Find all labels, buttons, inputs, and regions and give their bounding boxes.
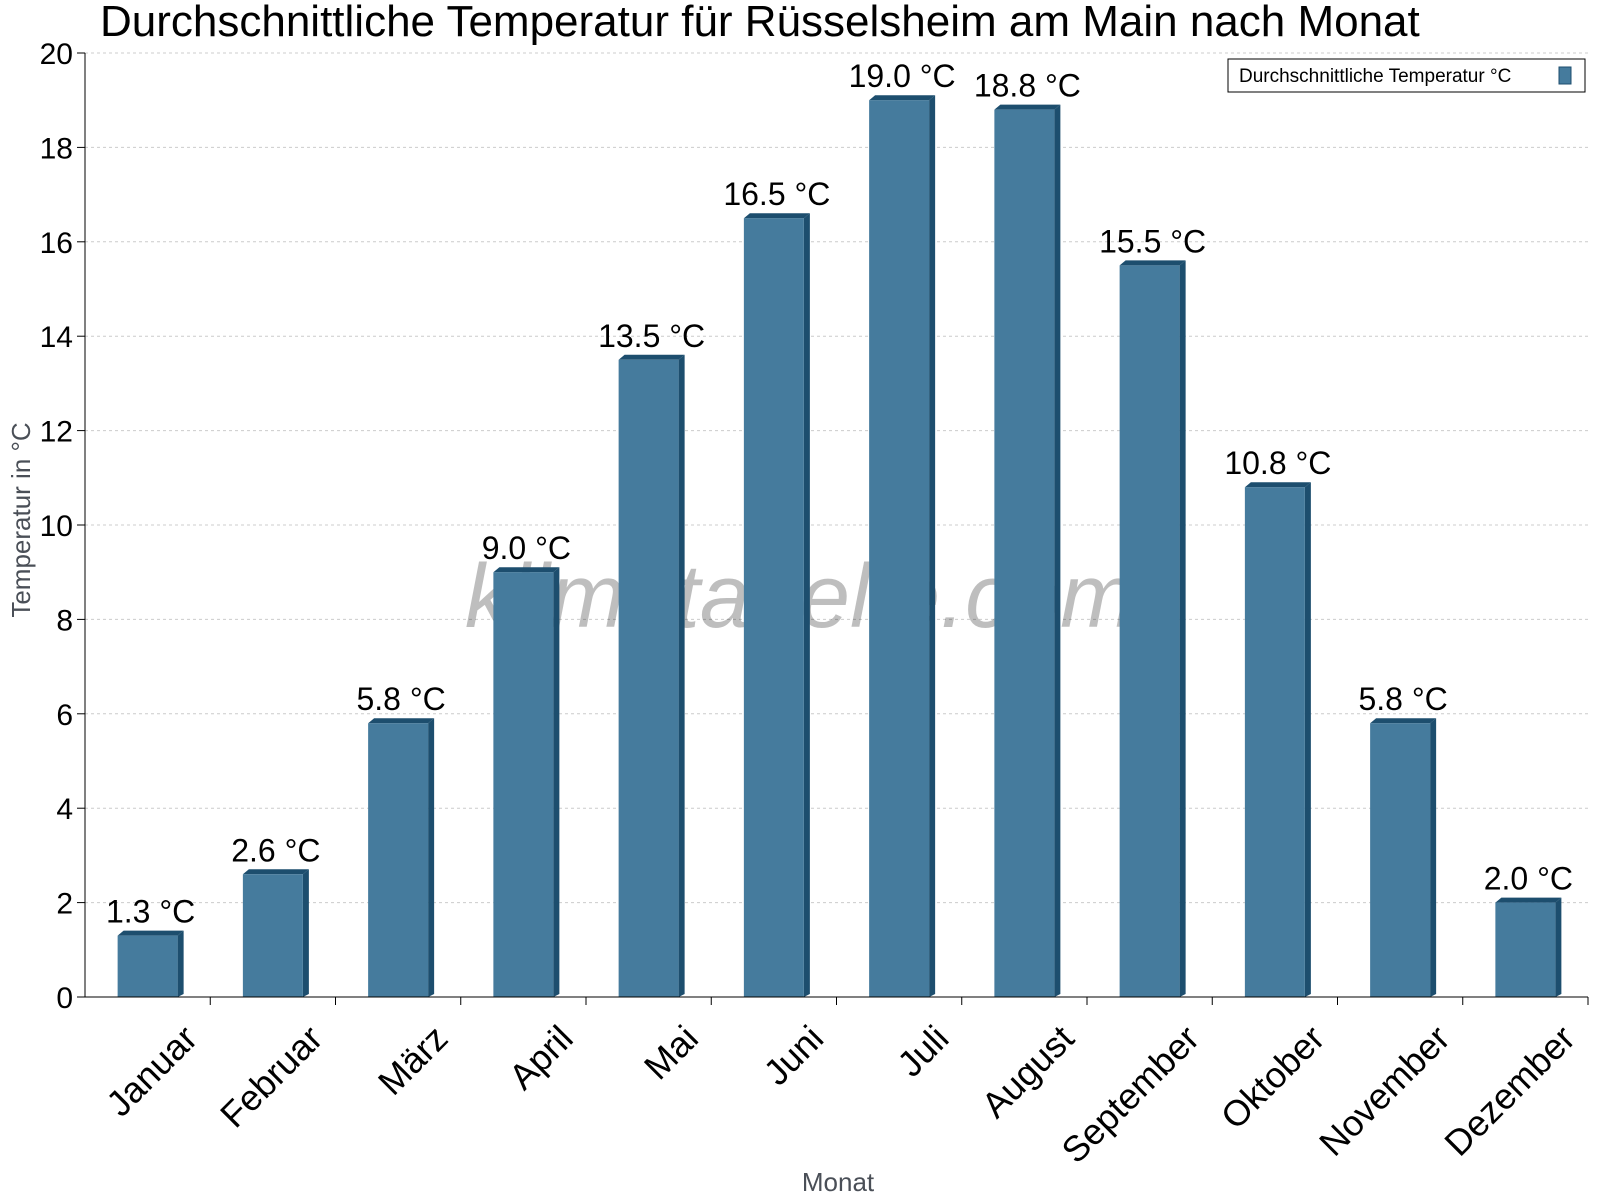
bar-side <box>678 354 685 997</box>
bar-value-label: 19.0 °C <box>849 58 956 94</box>
bar-side <box>1555 897 1562 997</box>
x-tick-label: April <box>501 1017 581 1097</box>
y-tick-label: 10 <box>40 510 73 543</box>
x-tick-label: Dezember <box>1436 1017 1582 1163</box>
bar-oktober <box>1244 487 1305 997</box>
bar-top <box>1495 897 1562 903</box>
bar-april <box>493 572 554 997</box>
legend: Durchschnittliche Temperatur °C <box>1227 58 1586 93</box>
bar-side <box>929 95 936 997</box>
bar-september <box>1119 265 1180 997</box>
bar-januar <box>117 935 178 997</box>
bar-side <box>1054 104 1061 997</box>
bar-side <box>177 930 184 997</box>
bar-value-label: 9.0 °C <box>482 530 571 566</box>
x-tick-label: November <box>1311 1017 1457 1163</box>
bar-value-label: 1.3 °C <box>106 894 195 930</box>
bar-august <box>994 109 1055 997</box>
bar-value-label: 5.8 °C <box>356 681 445 717</box>
bar-top <box>493 567 560 573</box>
y-tick-label: 18 <box>40 132 73 165</box>
x-tick-label: Juni <box>756 1017 832 1093</box>
bar-top <box>117 930 184 936</box>
x-tick-label: August <box>973 1017 1081 1125</box>
bar-juli <box>869 100 930 997</box>
bar-top <box>1244 482 1311 488</box>
bar-side <box>1179 260 1186 997</box>
bar-top <box>368 718 435 724</box>
bar-value-label: 15.5 °C <box>1099 223 1206 259</box>
bar-top <box>618 354 685 360</box>
x-tick-label: Mai <box>636 1017 706 1087</box>
y-tick-label: 20 <box>40 38 73 71</box>
bar-top <box>242 869 309 875</box>
bar-side <box>553 567 560 997</box>
y-tick-label: 14 <box>40 321 73 354</box>
bar-side <box>302 869 309 997</box>
bars: 1.3 °C 2.6 °C 5.8 °C 9.0 °C 13.5 °C 16.5 °C 19… <box>106 58 1573 997</box>
bar-märz <box>368 723 429 997</box>
x-axis-title: Monat <box>802 1167 875 1197</box>
gridlines <box>85 52 1588 904</box>
y-tick-label: 6 <box>56 699 73 732</box>
bar-juni <box>743 218 804 997</box>
bar-dezember <box>1495 902 1556 997</box>
legend-box <box>1227 58 1586 93</box>
legend-swatch <box>1558 66 1572 85</box>
bar-side <box>803 213 810 997</box>
y-tick-label: 4 <box>56 793 73 826</box>
bar-value-label: 2.6 °C <box>231 832 320 868</box>
bar-side <box>1430 718 1437 997</box>
bar-value-label: 10.8 °C <box>1224 445 1331 481</box>
bar-value-label: 13.5 °C <box>598 318 705 354</box>
bar-value-label: 18.8 °C <box>974 68 1081 104</box>
bar-november <box>1370 723 1431 997</box>
bar-value-label: 5.8 °C <box>1358 681 1447 717</box>
y-tick-label: 16 <box>40 227 73 260</box>
x-tick-label: Juli <box>889 1017 956 1084</box>
bar-value-label: 16.5 °C <box>723 176 830 212</box>
bar-februar <box>242 874 303 997</box>
bar-top <box>1119 260 1186 266</box>
legend-label: Durchschnittliche Temperatur °C <box>1239 66 1511 87</box>
bar-top <box>994 104 1061 110</box>
bar-side <box>428 718 435 997</box>
x-tick-label: Februar <box>212 1017 330 1135</box>
x-tick-label: Januar <box>98 1017 205 1124</box>
bar-top <box>743 213 810 219</box>
x-tick-label: Oktober <box>1213 1017 1333 1137</box>
x-tick-label: September <box>1053 1017 1207 1171</box>
chart-title: Durchschnittliche Temperatur für Rüssels… <box>100 0 1420 46</box>
bar-top <box>869 95 936 101</box>
y-tick-label: 2 <box>56 888 73 921</box>
y-axis-title: Temperatur in °C <box>6 422 36 617</box>
y-tick-label: 0 <box>56 982 73 1015</box>
bar-value-label: 2.0 °C <box>1484 861 1573 897</box>
x-tick-label: März <box>370 1017 456 1103</box>
y-tick-label: 12 <box>40 416 73 449</box>
bar-side <box>1304 482 1311 997</box>
bar-top <box>1370 718 1437 724</box>
y-tick-label: 8 <box>56 604 73 637</box>
bar-mai <box>618 359 679 997</box>
